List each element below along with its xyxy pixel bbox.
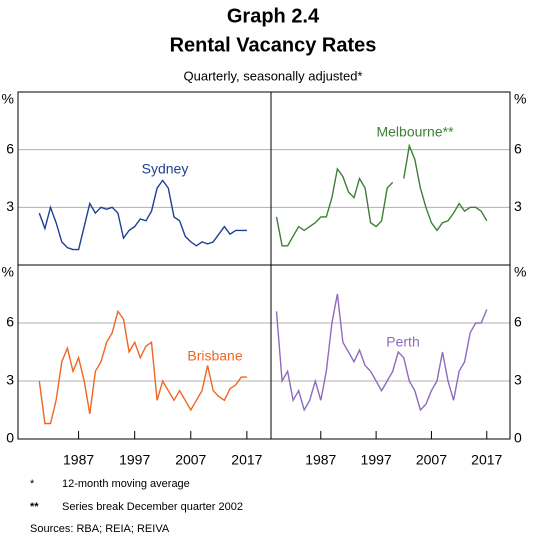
figure-note: Quarterly, seasonally adjusted* (184, 68, 363, 83)
y-unit: % (2, 91, 14, 107)
x-tick-label: 2007 (416, 452, 447, 468)
y-tick-label: 0 (6, 430, 14, 446)
figure-title: Graph 2.4 (227, 5, 320, 27)
y-unit: % (514, 91, 526, 107)
x-tick-label: 2017 (231, 452, 262, 468)
series-line (275, 293, 488, 412)
x-tick-label: 1997 (361, 452, 392, 468)
x-tick-label: 2017 (471, 452, 502, 468)
figure-subtitle: Rental Vacancy Rates (170, 34, 377, 56)
x-tick-label: 1987 (63, 452, 94, 468)
y-tick-label: 6 (6, 140, 14, 156)
sources: Sources: RBA; REIA; REIVA (30, 523, 170, 535)
series-line (275, 143, 488, 247)
y-tick-label: 3 (514, 198, 522, 214)
x-tick-label: 2007 (175, 452, 206, 468)
y-tick-label: 3 (6, 198, 14, 214)
y-tick-label: 3 (6, 372, 14, 388)
y-tick-label: 6 (514, 314, 522, 330)
series-label: Sydney (142, 161, 189, 177)
note-mark: * (30, 478, 35, 490)
y-tick-label: 6 (514, 140, 522, 156)
series-line (38, 179, 247, 251)
y-tick-label: 0 (514, 430, 522, 446)
series-line (38, 309, 247, 425)
series-label: Brisbane (187, 348, 242, 364)
y-tick-label: 6 (6, 314, 14, 330)
y-unit: % (514, 264, 526, 280)
y-unit: % (2, 264, 14, 280)
note-mark: ** (30, 501, 39, 513)
series-label: Perth (386, 334, 419, 350)
x-tick-label: 1997 (119, 452, 150, 468)
x-tick-label: 1987 (305, 452, 336, 468)
series-label: Melbourne** (376, 124, 454, 140)
note-text: Series break December quarter 2002 (62, 501, 243, 513)
note-text: 12-month moving average (62, 478, 190, 490)
y-tick-label: 3 (514, 372, 522, 388)
